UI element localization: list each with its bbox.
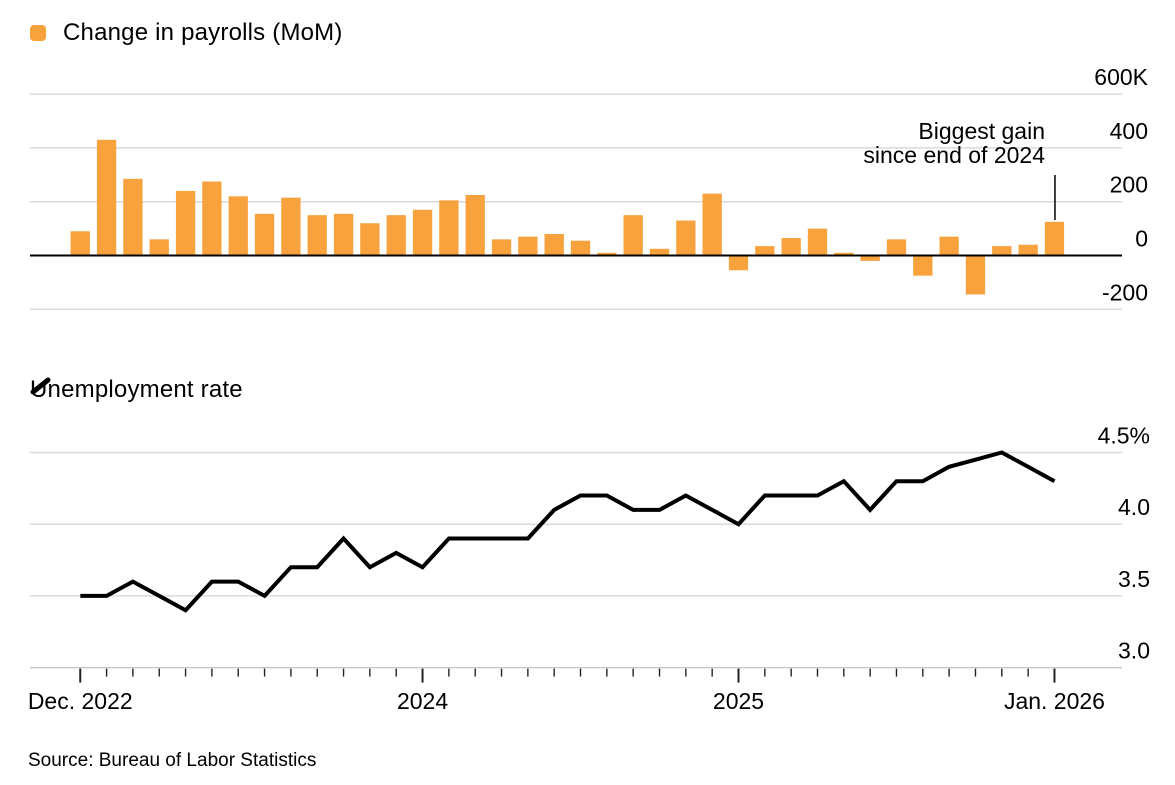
payroll-bar	[123, 178, 143, 256]
source-credit: Source: Bureau of Labor Statistics	[28, 750, 317, 771]
payroll-bar	[860, 255, 880, 261]
payroll-bar	[439, 200, 459, 256]
payroll-bar	[386, 215, 406, 256]
payroll-bar	[202, 181, 222, 256]
payroll-bar	[1018, 244, 1038, 256]
payroll-bar	[360, 223, 380, 256]
annotation-line-1: Biggest gain	[918, 118, 1045, 144]
x-axis-label: 2024	[397, 688, 448, 714]
payroll-bar	[491, 239, 512, 256]
payroll-bar	[728, 255, 749, 271]
payroll-bar	[623, 215, 643, 256]
payroll-bar	[649, 248, 670, 256]
payroll-bar	[412, 209, 433, 256]
payroll-bar	[570, 240, 591, 256]
payroll-bar	[702, 193, 722, 256]
payroll-bar	[807, 228, 828, 256]
payroll-bar	[886, 239, 907, 256]
payroll-bar	[939, 236, 959, 256]
unemployment-ytick-label: 3.5	[1118, 566, 1150, 592]
x-axis-label: Jan. 2026	[1004, 688, 1105, 714]
payroll-bar	[676, 220, 696, 256]
payroll-bar	[992, 246, 1012, 256]
unemployment-ytick-label: 4.5%	[1098, 423, 1150, 449]
payroll-bar	[465, 194, 485, 256]
payroll-bar	[149, 239, 169, 256]
payrolls-ytick-label: 200	[1110, 172, 1148, 198]
unemployment-legend: Unemployment rate	[30, 376, 243, 404]
payrolls-legend: Change in payrolls (MoM)	[30, 19, 343, 47]
payroll-bar	[281, 197, 301, 256]
x-axis-label: Dec. 2022	[28, 688, 133, 714]
payrolls-ytick-label: 600K	[1094, 64, 1148, 90]
payroll-bar	[518, 236, 538, 256]
biggest-gain-annotation: Biggest gain since end of 2024	[863, 119, 1045, 167]
payroll-bar	[254, 213, 275, 256]
payroll-bar	[965, 255, 986, 295]
payroll-bar	[755, 246, 775, 256]
payrolls-ytick-label: 400	[1110, 118, 1148, 144]
payroll-bar	[307, 215, 327, 256]
payrolls-ytick-label: -200	[1102, 279, 1148, 305]
payroll-bar	[834, 252, 854, 256]
payroll-bar	[781, 238, 801, 256]
unemployment-line	[80, 450, 1056, 613]
unemployment-ytick-label: 4.0	[1118, 494, 1150, 520]
payrolls-legend-label: Change in payrolls (MoM)	[63, 19, 343, 46]
payroll-bar	[333, 213, 354, 256]
payroll-bar	[913, 255, 933, 276]
payrolls-ytick-label: 0	[1135, 226, 1148, 252]
payrolls-legend-swatch-icon	[30, 25, 46, 41]
payroll-bar	[96, 139, 117, 256]
x-axis-label: 2025	[713, 688, 764, 714]
line-series-icon	[30, 377, 51, 395]
annotation-line-2: since end of 2024	[863, 142, 1045, 168]
payroll-bar	[544, 233, 564, 256]
payroll-bar	[175, 190, 196, 256]
unemployment-ytick-label: 3.0	[1118, 638, 1150, 664]
payroll-bar	[228, 196, 248, 256]
payroll-bar	[70, 231, 90, 256]
payroll-bar	[1044, 221, 1065, 256]
unemployment-legend-label: Unemployment rate	[30, 376, 243, 403]
payroll-bar	[597, 252, 617, 256]
